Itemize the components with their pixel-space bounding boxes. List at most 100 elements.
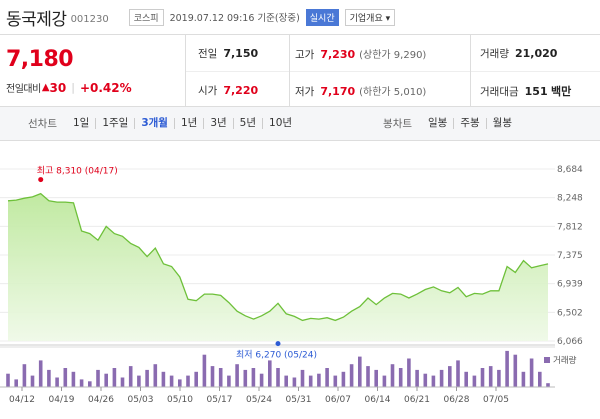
volume-bar <box>308 375 313 387</box>
x-tick-label: 05/03 <box>128 395 154 405</box>
volume-bar <box>14 379 18 387</box>
max-marker <box>38 177 44 183</box>
x-tick-label: 04/19 <box>49 395 75 405</box>
x-tick-label: 05/10 <box>167 395 193 405</box>
high-label: 고가 <box>295 49 315 61</box>
volume-bar <box>178 379 182 387</box>
trade-amount-value: 151 <box>524 85 548 98</box>
company-overview-dropdown[interactable]: 기업개요 ▾ <box>344 8 396 26</box>
tab-daily[interactable]: 일봉 <box>428 117 448 129</box>
tab-1d[interactable]: 1일 <box>72 117 90 129</box>
change-row: 전일대비 ▲ 30 | +0.42% <box>6 80 132 96</box>
price-area <box>8 193 548 341</box>
tab-10y[interactable]: 10년 <box>262 118 298 129</box>
volume-bar <box>366 366 370 387</box>
open-value: 7,220 <box>223 84 259 97</box>
volume-bar <box>218 368 223 387</box>
volume-bar <box>47 369 51 387</box>
tab-3y[interactable]: 3년 <box>203 118 232 129</box>
volume-bar <box>22 364 27 387</box>
min-annotation: 최저 6,270 (05/24) <box>236 350 317 361</box>
volume-bar <box>104 373 108 387</box>
tab-5y[interactable]: 5년 <box>232 118 262 129</box>
up-triangle-icon: ▲ <box>41 82 50 93</box>
upper-limit: (상한가 9,290) <box>359 50 427 61</box>
volume-bar <box>505 350 509 387</box>
x-tick-label: 06/07 <box>325 395 351 405</box>
stock-header: 동국제강 001230 코스피 2019.07.12 09:16 기준(장중) … <box>0 0 600 34</box>
volume-bar <box>194 371 198 387</box>
volume-bar <box>55 377 59 387</box>
low-price: 저가 7,170 (하한가 5,010) <box>295 83 426 99</box>
x-tick-label: 06/14 <box>365 395 391 405</box>
volume-bar <box>202 354 207 387</box>
volume-bar <box>431 375 436 387</box>
tab-1y[interactable]: 1년 <box>173 118 203 129</box>
x-tick-label: 04/12 <box>9 395 35 405</box>
volume-bar <box>448 366 452 387</box>
high-value: 7,230 <box>320 48 356 61</box>
volume-bar <box>521 371 526 387</box>
y-tick-label: 7,375 <box>557 251 583 261</box>
price-chart[interactable]: 8,684 8,248 7,812 7,375 6,939 6,502 6,066 최고 8,… <box>0 141 600 415</box>
min-marker <box>275 341 281 347</box>
x-tick-label: 05/24 <box>246 395 272 405</box>
volume-bar <box>398 368 403 387</box>
tab-3m[interactable]: 3개월 <box>134 118 174 129</box>
volume-bar <box>210 366 215 387</box>
volume-bar <box>341 371 346 387</box>
volume-bar <box>284 375 288 387</box>
volume-bar <box>251 368 256 387</box>
volume-bar <box>292 377 297 387</box>
volume-bar <box>71 371 76 387</box>
volume-bar <box>488 366 493 387</box>
volume-bar <box>472 375 477 387</box>
volume-bar <box>88 381 92 387</box>
volume-bar <box>529 358 534 387</box>
tab-monthly[interactable]: 월봉 <box>485 118 518 129</box>
volume-label: 거래량 <box>480 48 509 60</box>
volume-legend-label: 거래량 <box>553 355 577 366</box>
x-tick-label: 07/05 <box>483 395 509 405</box>
chart-period-tabs: 선차트 1일 1주일 3개월 1년 3년 5년 10년 봉차트 일봉 주봉 월봉 <box>0 107 600 141</box>
volume-legend-swatch <box>544 357 550 363</box>
open-label: 시가 <box>198 85 218 97</box>
timestamp: 2019.07.12 09:16 기준(장중) <box>169 13 300 24</box>
tab-weekly[interactable]: 주봉 <box>453 118 485 129</box>
volume-bar <box>153 364 158 387</box>
prev-close-label: 전일 <box>198 48 218 60</box>
tab-1w[interactable]: 1주일 <box>95 118 134 129</box>
trade-amount: 거래대금 151 백만 <box>480 83 571 99</box>
volume-bar <box>349 364 354 387</box>
low-label: 저가 <box>295 86 315 98</box>
volume-bar <box>439 369 444 387</box>
prev-close-value: 7,150 <box>223 47 259 60</box>
volume-bar <box>128 366 133 387</box>
realtime-button[interactable]: 실시간 <box>305 8 339 26</box>
volume-bar <box>268 360 272 387</box>
y-tick-label: 6,066 <box>557 337 583 347</box>
volume-bar <box>513 354 518 387</box>
x-tick-label: 05/31 <box>286 395 312 405</box>
divider: | <box>71 81 75 94</box>
volume-bar <box>79 379 84 387</box>
price-line <box>7 192 549 322</box>
volume-bar <box>63 368 68 387</box>
volume-bar <box>112 368 117 387</box>
candle-chart-label[interactable]: 봉차트 <box>383 118 413 130</box>
high-price: 고가 7,230 (상한가 9,290) <box>295 46 426 62</box>
change-value: 30 <box>49 80 67 95</box>
volume-bar <box>325 368 329 387</box>
volume-bar <box>243 369 248 387</box>
volume-bar <box>538 371 542 387</box>
x-tick-label: 06/21 <box>404 395 430 405</box>
max-annotation: 최고 8,310 (04/17) <box>37 166 118 177</box>
volume-bar <box>407 358 411 387</box>
volume-bar <box>382 375 387 387</box>
volume-bar <box>317 373 321 387</box>
y-tick-label: 8,248 <box>557 194 583 204</box>
market-badge: 코스피 <box>128 8 164 26</box>
line-chart-label[interactable]: 선차트 <box>28 118 57 130</box>
divider <box>289 35 290 107</box>
volume-bar <box>390 364 395 387</box>
